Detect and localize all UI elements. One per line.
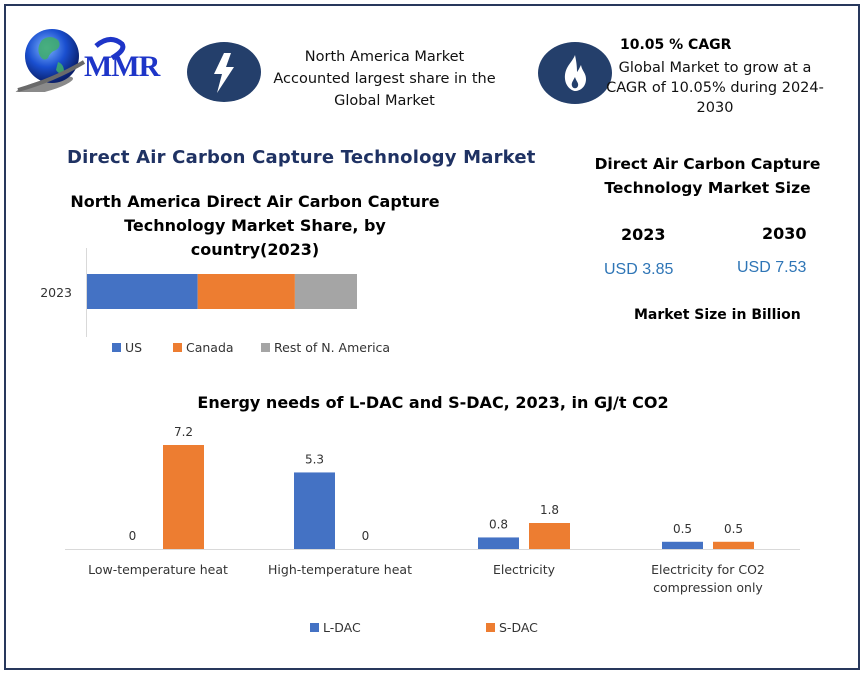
market-size-title-line: Direct Air Carbon Capture (594, 155, 821, 173)
data-label-l-dac-2: 0.8 (489, 517, 508, 531)
legend-swatch-canada (173, 343, 182, 352)
energy-chart-title: Energy needs of L-DAC and S-DAC, 2023, i… (197, 393, 668, 412)
share-bar-rest-of-n-america (294, 274, 357, 309)
share-stacked-bar-chart: 2023 (40, 248, 357, 337)
lightning-bolt-icon (187, 42, 261, 102)
category-label: Low-temperature heat (88, 562, 228, 577)
data-label-s-dac-3: 0.5 (724, 522, 743, 536)
highlight-line: North America Market (304, 49, 465, 65)
page-title: Direct Air Carbon Capture Technology Mar… (67, 147, 536, 168)
share-bar-canada (197, 274, 295, 309)
cagr-line: CAGR of 10.05% during 2024- (606, 80, 824, 96)
market-size-title-line: Technology Market Size (604, 179, 811, 197)
bar-l-dac-1 (294, 472, 335, 549)
logo-text: MMR (84, 50, 160, 83)
market-value-2030: USD 7.53 (737, 259, 807, 276)
data-label-l-dac-0: 0 (129, 529, 137, 543)
logo-swoosh-icon (94, 37, 126, 61)
legend-item-l-dac: L-DAC (310, 620, 361, 635)
legend-item-s-dac: S-DAC (486, 620, 538, 635)
legend-swatch-s-dac (486, 623, 495, 632)
legend-swatch-l-dac (310, 623, 319, 632)
highlight-line: Global Market (334, 93, 435, 109)
highlight-line: Accounted largest share in the (273, 71, 496, 87)
cagr-title: 10.05 % CAGR (620, 37, 732, 53)
legend-item-rest: Rest of N. America (261, 340, 390, 355)
category-label: High-temperature heat (268, 562, 412, 577)
flame-icon (538, 42, 612, 104)
share-category-label: 2023 (40, 285, 72, 300)
share-bar-us (87, 274, 198, 309)
bar-s-dac-3 (713, 541, 754, 549)
market-size-title: Direct Air Carbon Capture Technology Mar… (585, 152, 830, 200)
legend-swatch-us (112, 343, 121, 352)
legend-item-canada: Canada (173, 340, 234, 355)
market-value-2023: USD 3.85 (604, 261, 674, 278)
data-label-l-dac-1: 5.3 (305, 452, 324, 466)
north-america-highlight: North America Market Accounted largest s… (262, 46, 507, 112)
category-label: compression only (653, 580, 763, 595)
market-year-2023: 2023 (621, 225, 666, 244)
cagr-line: Global Market to grow at a (618, 60, 812, 76)
cagr-description: Global Market to grow at a CAGR of 10.05… (600, 58, 830, 118)
infographic-frame (4, 4, 860, 670)
legend-label: Canada (186, 340, 234, 355)
category-label: Electricity (493, 562, 556, 577)
legend-label: Rest of N. America (274, 340, 391, 355)
globe-icon (14, 29, 86, 92)
category-label: Electricity for CO2 (651, 562, 765, 577)
market-size-note: Market Size in Billion (634, 307, 801, 323)
bar-l-dac-3 (662, 541, 703, 549)
legend-label: L-DAC (323, 620, 361, 635)
mmr-logo: MMR (14, 22, 174, 92)
data-label-s-dac-0: 7.2 (174, 425, 193, 439)
legend-label: S-DAC (499, 620, 538, 635)
data-label-s-dac-2: 1.8 (540, 503, 559, 517)
share-chart-title-line: Technology Market Share, by (124, 216, 386, 235)
bar-s-dac-2 (529, 523, 570, 549)
energy-needs-bar-chart: Energy needs of L-DAC and S-DAC, 2023, i… (65, 393, 800, 595)
cagr-line: 2030 (696, 100, 734, 116)
market-year-2030: 2030 (762, 224, 807, 243)
legend-label: US (125, 340, 143, 355)
data-label-s-dac-1: 0 (362, 529, 370, 543)
data-label-l-dac-3: 0.5 (673, 522, 692, 536)
bar-l-dac-2 (478, 537, 519, 549)
share-chart-title: North America Direct Air Carbon Capture … (55, 190, 455, 262)
share-chart-title-line: North America Direct Air Carbon Capture (70, 192, 440, 211)
share-chart-title-line: country(2023) (190, 240, 320, 259)
bar-s-dac-0 (163, 445, 204, 549)
legend-item-us: US (112, 340, 142, 355)
legend-swatch-rest (261, 343, 270, 352)
